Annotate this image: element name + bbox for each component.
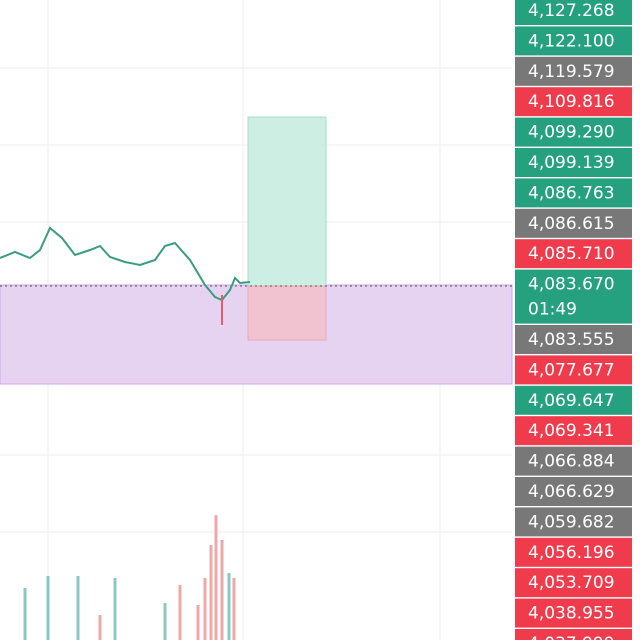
price-label-bg bbox=[515, 446, 632, 476]
price-label-bg bbox=[515, 26, 632, 56]
price-label-bg bbox=[515, 416, 632, 446]
price-label: 4,086.763 bbox=[528, 183, 615, 203]
price-label: 4,066.884 bbox=[528, 452, 615, 472]
price-label: 4,059.682 bbox=[528, 512, 615, 532]
price-label-bg bbox=[515, 208, 632, 238]
price-label: 4,037.999 bbox=[528, 634, 615, 640]
price-label-bg bbox=[515, 629, 632, 640]
price-label: 4,099.139 bbox=[528, 153, 615, 173]
price-label: 4,085.710 bbox=[528, 244, 615, 264]
price-label: 4,119.579 bbox=[528, 62, 615, 82]
price-label-bg bbox=[515, 117, 632, 147]
price-label-bg bbox=[515, 87, 632, 117]
volume bbox=[23, 515, 236, 640]
price-label-bg bbox=[515, 507, 632, 537]
price-label: 4,053.709 bbox=[528, 573, 615, 593]
countdown: 01:49 bbox=[528, 300, 577, 320]
price-label-bg bbox=[515, 178, 632, 208]
price-label-bg bbox=[515, 0, 632, 25]
price-label-bg bbox=[515, 325, 632, 354]
price-label-bg bbox=[515, 385, 632, 415]
price-label: 4,077.677 bbox=[528, 360, 615, 380]
price-label: 4,083.670 bbox=[528, 275, 615, 295]
price-label-bg bbox=[515, 239, 632, 269]
price-label: 4,069.647 bbox=[528, 391, 615, 411]
price-path bbox=[0, 226, 251, 302]
price-label-bg bbox=[515, 56, 632, 86]
price-label-bg bbox=[515, 568, 632, 598]
price-label: 4,069.341 bbox=[528, 421, 615, 441]
stop-box bbox=[247, 285, 327, 341]
price-label-bg bbox=[515, 148, 632, 177]
target-box bbox=[247, 116, 327, 287]
price-label: 4,056.196 bbox=[528, 543, 615, 563]
price-label: 4,066.629 bbox=[528, 482, 615, 502]
price-label-bg bbox=[515, 598, 632, 628]
price-label: 4,127.268 bbox=[528, 1, 615, 21]
price-label: 4,099.290 bbox=[528, 123, 615, 143]
price-label: 4,083.555 bbox=[528, 330, 615, 350]
price-label-bg bbox=[515, 477, 632, 506]
price-label: 4,086.615 bbox=[528, 214, 615, 234]
price-label: 4,109.816 bbox=[528, 92, 615, 112]
price-label: 4,122.100 bbox=[528, 31, 615, 51]
price-label: 4,038.955 bbox=[528, 604, 615, 624]
price-label-bg bbox=[515, 269, 632, 324]
price-label-bg bbox=[515, 355, 632, 385]
price-label-bg bbox=[515, 537, 632, 567]
